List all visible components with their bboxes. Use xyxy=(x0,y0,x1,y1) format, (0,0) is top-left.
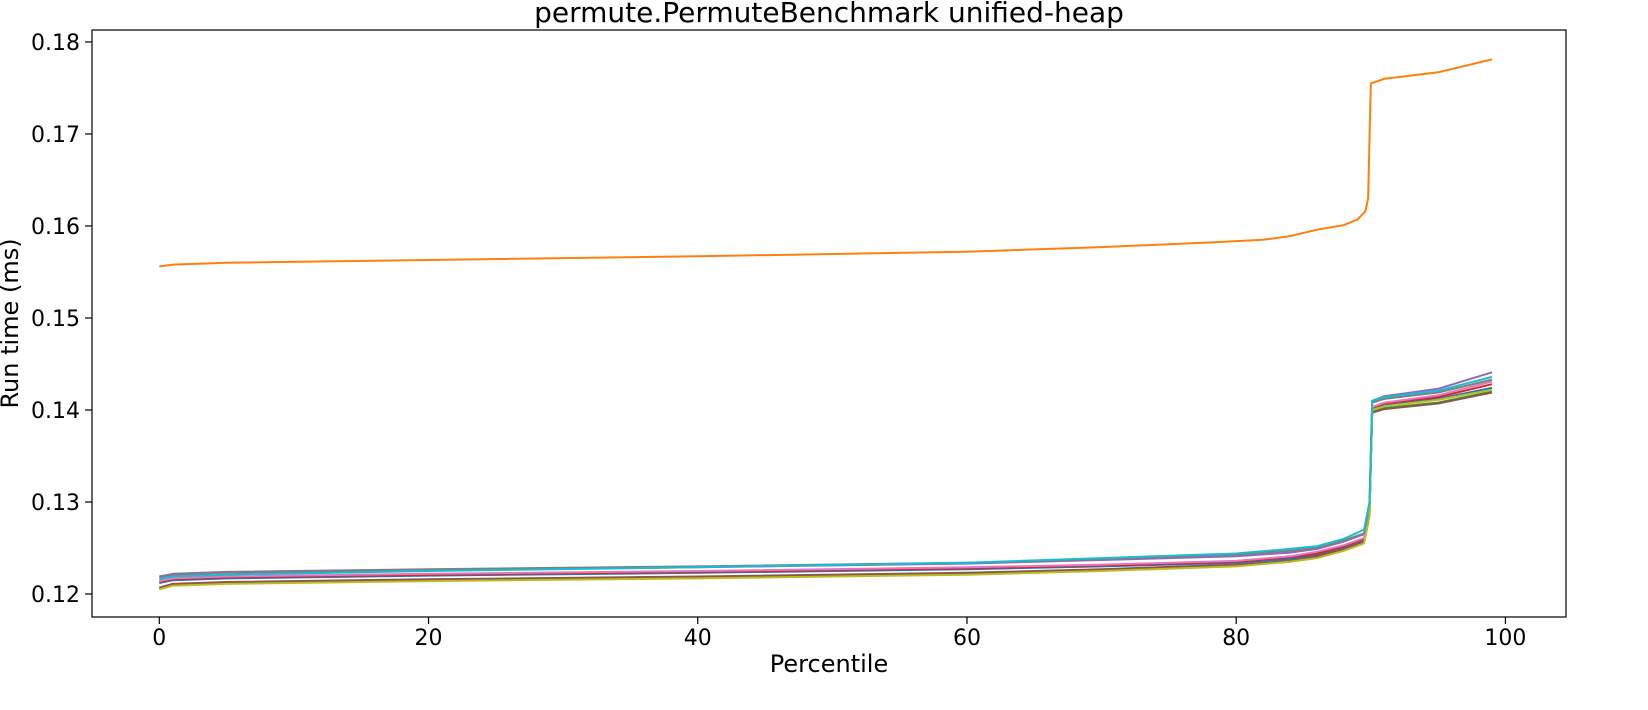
x-tick-label: 20 xyxy=(415,626,443,651)
x-tick-label: 80 xyxy=(1222,626,1250,651)
y-tick-label: 0.18 xyxy=(31,31,80,56)
series-line-9 xyxy=(159,388,1493,591)
y-tick-label: 0.15 xyxy=(31,307,80,332)
series-line-5 xyxy=(159,371,1493,579)
y-tick-label: 0.13 xyxy=(31,491,80,516)
plot-frame xyxy=(91,29,1567,618)
x-axis-ticks: 0 20 40 60 80 100 xyxy=(152,617,1526,651)
y-axis-label: Run time (ms) xyxy=(0,238,24,408)
y-axis-ticks: 0.12 0.13 0.14 0.15 0.16 0.17 0.18 xyxy=(31,31,92,608)
y-tick-label: 0.17 xyxy=(31,123,80,148)
y-tick-label: 0.12 xyxy=(31,583,80,608)
y-tick-label: 0.14 xyxy=(31,399,80,424)
x-tick-label: 60 xyxy=(953,626,981,651)
series-line-8 xyxy=(159,378,1493,578)
series-line-1 xyxy=(159,386,1493,584)
series-line-2 xyxy=(159,58,1493,268)
series-line-7 xyxy=(159,380,1493,583)
x-axis-label: Percentile xyxy=(770,650,888,678)
x-tick-label: 0 xyxy=(152,626,166,651)
y-tick-label: 0.16 xyxy=(31,215,80,240)
series-line-10 xyxy=(159,375,1493,581)
x-tick-label: 100 xyxy=(1484,626,1526,651)
series-layer xyxy=(159,58,1493,591)
chart-title: permute.PermuteBenchmark unified-heap xyxy=(534,0,1124,29)
x-tick-label: 40 xyxy=(684,626,712,651)
